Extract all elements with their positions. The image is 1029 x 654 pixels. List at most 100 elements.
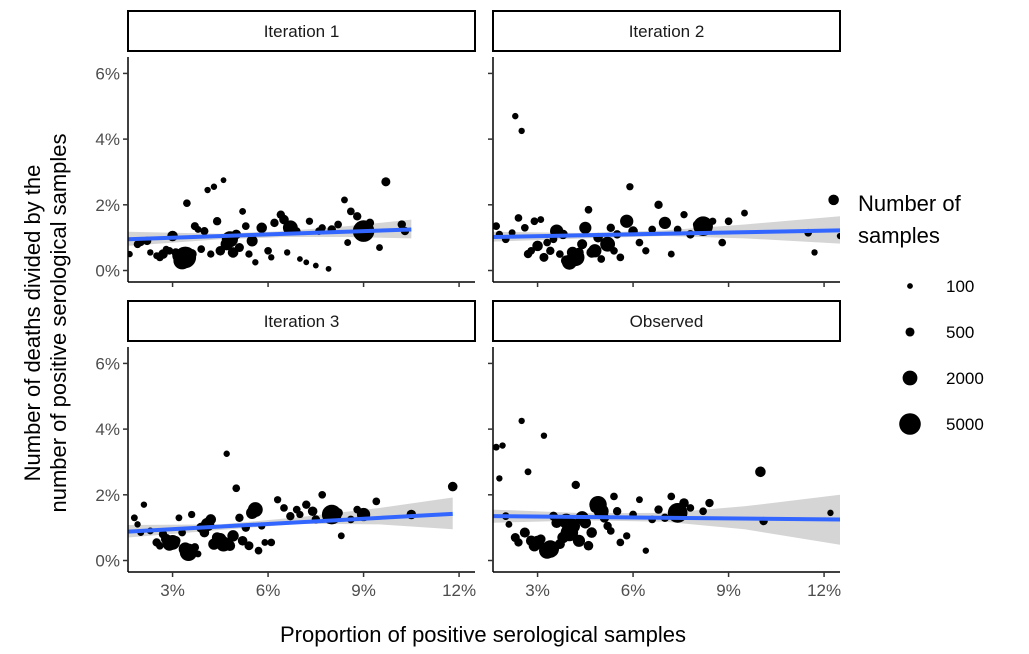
data-point [540, 432, 548, 439]
data-point [268, 254, 275, 261]
data-point [140, 501, 148, 508]
data-point [376, 244, 383, 251]
data-point [543, 238, 551, 247]
data-point [220, 177, 227, 184]
legend: Number of samples 100 500 2000 5000 [858, 191, 984, 435]
data-point [307, 506, 318, 517]
data-point [337, 532, 345, 540]
data-point [244, 541, 254, 551]
data-point [212, 217, 222, 226]
x-tick-label: 12% [442, 581, 476, 600]
data-point [496, 475, 503, 482]
legend-key-symbol [907, 283, 913, 289]
fit-line [128, 511, 453, 534]
data-point [755, 466, 766, 478]
x-tick-label: 12% [807, 581, 841, 600]
data-point [499, 442, 506, 449]
x-axis-title: Proportion of positive serological sampl… [280, 622, 686, 647]
data-point [128, 250, 133, 258]
data-point [224, 540, 236, 552]
data-point [204, 186, 211, 194]
x-tick-label: 6% [621, 581, 646, 600]
data-point [273, 496, 282, 504]
data-point [532, 240, 543, 252]
data-point [530, 217, 539, 226]
panel-strip [492, 10, 841, 52]
data-point [346, 207, 355, 216]
data-point [535, 534, 546, 544]
panel-axes [488, 57, 840, 287]
legend-keys: 100 500 2000 5000 [899, 277, 984, 435]
y-tick-label: 2% [95, 196, 120, 215]
data-point [341, 196, 348, 204]
y-tick-label: 0% [95, 262, 120, 281]
x-tick-label: 3% [525, 581, 550, 600]
y-tick-label: 2% [95, 486, 120, 505]
data-point [334, 220, 342, 229]
data-point [325, 265, 332, 272]
data-point [303, 259, 310, 266]
panel-strip [127, 300, 476, 342]
data-point [667, 250, 675, 258]
y-tick-label: 6% [95, 64, 120, 83]
data-point [297, 256, 303, 262]
data-point [616, 253, 625, 262]
data-point [612, 507, 622, 516]
data-point [186, 249, 197, 260]
data-point [197, 245, 206, 254]
data-point [447, 481, 458, 492]
data-point [514, 538, 523, 547]
data-point [679, 498, 689, 508]
data-point [261, 538, 269, 546]
data-point [667, 492, 676, 501]
panel-strip-title: Observed [630, 312, 704, 331]
data-point [302, 500, 311, 509]
legend-title-line-2: samples [858, 223, 940, 248]
data-point [514, 214, 523, 222]
panel-axes: 0% 2% 4% 6% [95, 57, 475, 287]
data-point [223, 450, 230, 457]
data-point [699, 507, 707, 516]
data-point [270, 218, 279, 228]
data-point [210, 183, 218, 190]
data-point [620, 214, 634, 228]
y-tick-label: 0% [95, 552, 120, 571]
panel-2: Iteration 2 [488, 10, 841, 287]
data-point [724, 217, 733, 226]
legend-key-symbol [899, 413, 921, 435]
legend-key-symbol [905, 327, 915, 337]
data-point [232, 484, 241, 493]
data-point [520, 223, 529, 232]
data-point [555, 250, 564, 258]
panel-3: Iteration 3 0% 2% 4% 6% 3% 6% 9% 12% [95, 300, 476, 600]
data-point [606, 527, 615, 535]
data-point [235, 513, 244, 523]
data-point [190, 543, 200, 552]
data-point [372, 497, 381, 506]
data-point [188, 510, 196, 519]
data-point [165, 246, 174, 255]
data-point [254, 546, 263, 555]
data-point [493, 222, 501, 231]
data-point [200, 227, 209, 236]
data-point [519, 527, 530, 538]
data-point [194, 550, 202, 558]
data-point [512, 112, 519, 120]
y-tick-label: 4% [95, 420, 120, 439]
data-point [175, 514, 183, 522]
panel-axes: 3% 6% 9% 12% [488, 347, 841, 600]
data-point [505, 520, 513, 528]
data-point [673, 225, 682, 234]
data-point [305, 217, 314, 225]
data-point [636, 496, 643, 504]
data-point [836, 232, 840, 240]
data-point [584, 205, 593, 214]
data-point [610, 246, 618, 255]
data-point [264, 246, 272, 255]
data-point [518, 127, 525, 135]
data-point [296, 510, 304, 519]
data-point [241, 222, 250, 231]
legend-key-label: 500 [946, 323, 974, 342]
fit-line [493, 228, 840, 239]
